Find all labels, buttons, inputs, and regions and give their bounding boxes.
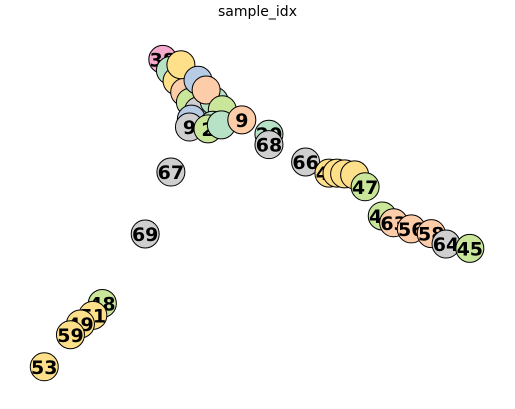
scatter-node: 59 [55, 320, 85, 350]
scatter-point [227, 105, 257, 135]
scatter-node: 64 [431, 229, 461, 259]
scatter-node: 53 [29, 352, 59, 382]
scatter-point [350, 172, 380, 202]
scatter-point [156, 157, 186, 187]
scatter-node: 67 [156, 157, 186, 187]
point-label: 59 [57, 325, 83, 347]
scatter-node: 9 [227, 105, 257, 135]
scatter-node [191, 75, 221, 105]
scatter-point [291, 147, 321, 177]
point-label: 9 [183, 117, 196, 139]
scatter-point [130, 219, 160, 249]
scatter-point [191, 75, 221, 105]
scatter-node: 47 [350, 172, 380, 202]
point-label: 47 [352, 177, 378, 199]
point-label: 67 [158, 162, 184, 184]
scatter-point [55, 320, 85, 350]
scatter-point [455, 233, 485, 263]
scatter-node: 69 [130, 219, 160, 249]
chart-title: sample_idx [218, 4, 297, 20]
scatter-node: 45 [455, 233, 485, 263]
point-label: 69 [132, 224, 158, 246]
scatter-node: 68 [254, 130, 284, 160]
point-label: 64 [433, 234, 459, 256]
point-label: 68 [256, 135, 282, 157]
point-label: 45 [457, 238, 483, 260]
point-label: 53 [31, 357, 57, 379]
point-label: 66 [292, 152, 318, 174]
point-label: 9 [235, 110, 248, 132]
scatter-node: 66 [291, 147, 321, 177]
scatter-point [29, 352, 59, 382]
scatter-point [254, 130, 284, 160]
